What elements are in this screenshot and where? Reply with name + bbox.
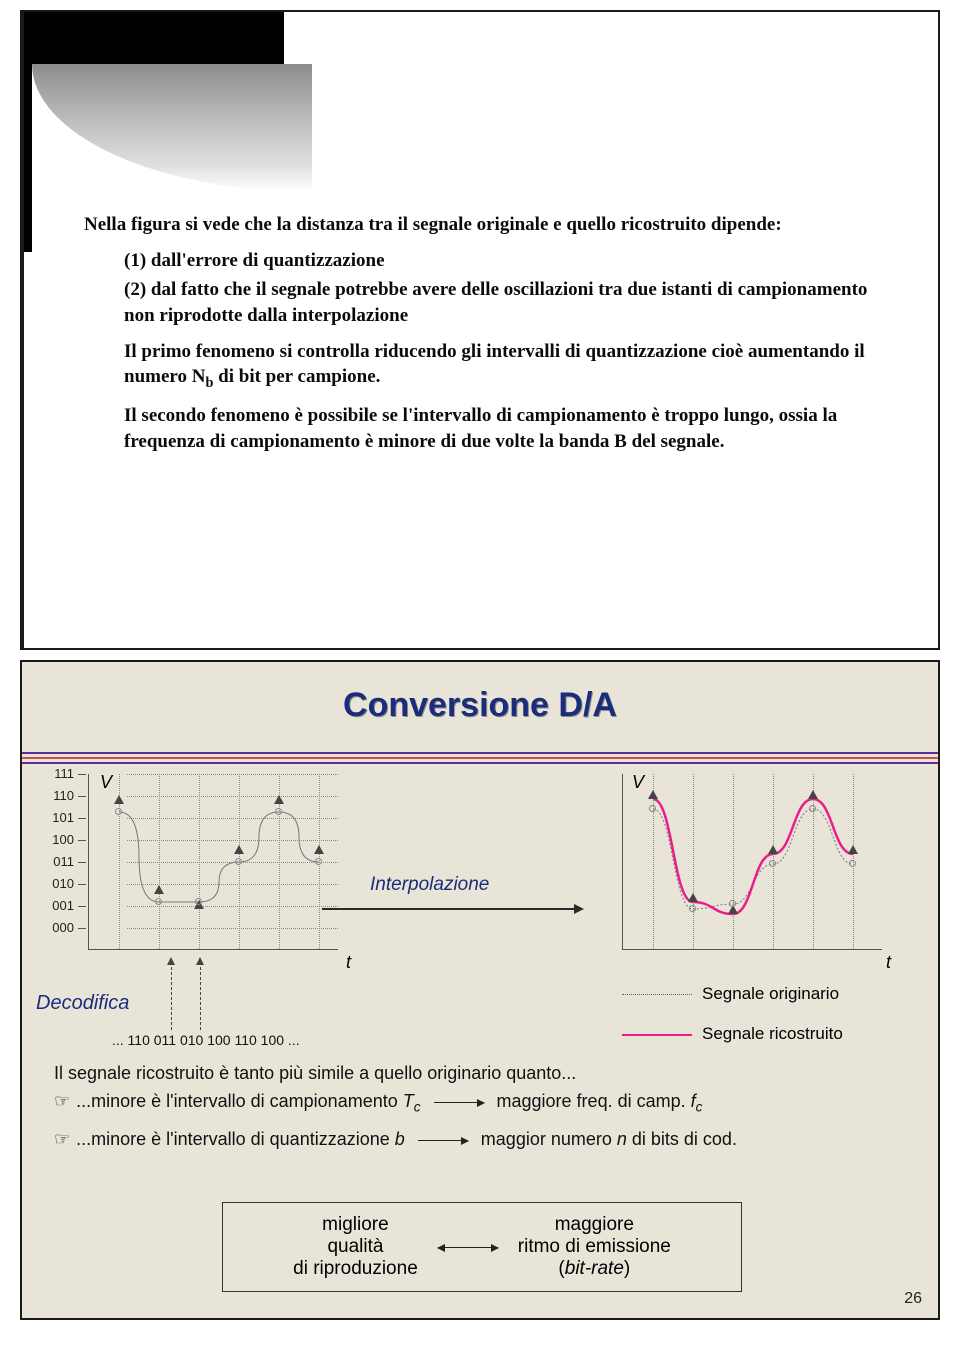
- summary-line2: ☞ ...minore è l'intervallo di campionamen…: [54, 1088, 910, 1119]
- l3c: maggior numero: [481, 1129, 617, 1149]
- legend-orig-label: Segnale originario: [702, 984, 839, 1004]
- l2f: c: [696, 1099, 703, 1114]
- box-left1: migliore: [293, 1214, 418, 1236]
- ytick-label: 000: [50, 920, 74, 935]
- ytick-label: 111: [50, 766, 74, 781]
- summary-line3: ☞ ...minore è l'intervallo di quantizzazi…: [54, 1126, 910, 1154]
- body1b: di bit per campione.: [213, 366, 380, 387]
- box-left3: di riproduzione: [293, 1258, 418, 1280]
- hand-icon: ☞: [54, 1091, 70, 1111]
- boxed-conclusion: migliore qualità di riproduzione maggior…: [222, 1202, 742, 1292]
- body-2: Il secondo fenomeno è possibile se l'int…: [124, 403, 898, 454]
- chart-left-t-label: t: [346, 952, 351, 973]
- slide-title: Conversione D/A: [22, 686, 938, 725]
- arrow-up-2: [200, 962, 201, 1030]
- hand-icon: ☞: [54, 1129, 70, 1149]
- interpolazione-arrow: [322, 908, 582, 910]
- arrow-leftright-icon: [438, 1247, 498, 1248]
- chart-left: V t 111110101100011010001000: [50, 774, 350, 984]
- chart-right-t-label: t: [886, 952, 891, 973]
- chart-right: V t: [602, 774, 902, 984]
- decodifica-label: Decodifica: [36, 992, 129, 1015]
- legend-orig-sample: [622, 994, 692, 995]
- arrow-up-head-2: [196, 957, 204, 965]
- arrow-right-icon: [418, 1140, 468, 1141]
- lead-text: Nella figura si vede che la distanza tra…: [84, 212, 898, 238]
- legend-ric-sample: [622, 1034, 692, 1036]
- bottom-text: Il segnale ricostruito è tanto più simil…: [54, 1060, 910, 1154]
- l2c: c: [414, 1099, 421, 1114]
- summary-line1: Il segnale ricostruito è tanto più simil…: [54, 1060, 910, 1088]
- ytick-label: 100: [50, 832, 74, 847]
- page-number: 26: [904, 1290, 922, 1308]
- l3a: ...minore è l'intervallo di quantizzazio…: [76, 1129, 395, 1149]
- l2b: T: [403, 1091, 414, 1111]
- item-2: (2) dal fatto che il segnale potrebbe av…: [124, 277, 898, 328]
- stripe-separator: [22, 752, 938, 766]
- bit-sequence: ... 110 011 010 100 110 100 ...: [112, 1032, 300, 1048]
- arrow-up-head-1: [167, 957, 175, 965]
- l2a: ...minore è l'intervallo di campionament…: [76, 1091, 403, 1111]
- box-r3c: ): [624, 1258, 630, 1279]
- bottom-slide: Conversione D/A V t 111 110 101 100 011 010 00…: [20, 660, 940, 1320]
- box-left2: qualità: [293, 1236, 418, 1258]
- arrow-right-icon: [434, 1102, 484, 1103]
- arrow-up-1: [171, 962, 172, 1030]
- body-1: Il primo fenomeno si controlla riducendo…: [124, 339, 898, 394]
- l2d: maggiore freq. di camp.: [497, 1091, 691, 1111]
- interpolazione-label: Interpolazione: [370, 874, 489, 896]
- l3b: b: [395, 1129, 405, 1149]
- ytick-label: 110: [50, 788, 74, 803]
- ytick-label: 101: [50, 810, 74, 825]
- l3d: n: [617, 1129, 627, 1149]
- box-right1: maggiore: [518, 1214, 671, 1236]
- box-right2: ritmo di emissione: [518, 1236, 671, 1258]
- legend-ric-label: Segnale ricostruito: [702, 1024, 843, 1044]
- ytick-label: 001: [50, 898, 74, 913]
- top-slide: Nella figura si vede che la distanza tra…: [20, 10, 940, 650]
- ytick-label: 010: [50, 876, 74, 891]
- l3e: di bits di cod.: [627, 1129, 737, 1149]
- top-text-block: Nella figura si vede che la distanza tra…: [84, 212, 898, 455]
- ytick-label: 011: [50, 854, 74, 869]
- item-1: (1) dall'errore di quantizzazione: [124, 248, 898, 274]
- box-r3b: bit-rate: [565, 1258, 624, 1279]
